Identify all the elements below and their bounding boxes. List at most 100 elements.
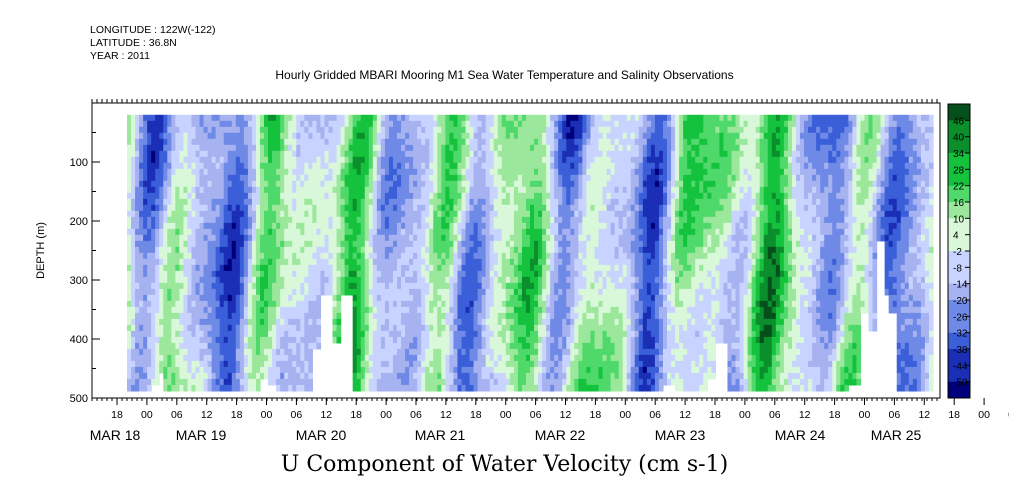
heatmap-cell: [465, 120, 471, 128]
heatmap-cell: [147, 384, 152, 392]
heatmap-cell: [280, 162, 285, 170]
heatmap-cell: [320, 162, 326, 170]
heatmap-cell: [534, 234, 539, 242]
heatmap-cell: [179, 324, 185, 332]
heatmap-cell: [179, 240, 185, 248]
heatmap-cell: [384, 336, 390, 344]
heatmap-cell: [191, 114, 197, 122]
heatmap-cell: [195, 192, 201, 200]
heatmap-cell: [554, 156, 559, 164]
heatmap-cell: [251, 162, 257, 170]
heatmap-cell: [308, 282, 313, 290]
heatmap-cell: [469, 288, 475, 296]
heatmap-cell: [223, 132, 229, 140]
heatmap-cell: [534, 330, 539, 338]
heatmap-cell: [360, 264, 366, 272]
heatmap-cell: [352, 372, 358, 380]
heatmap-cell: [143, 192, 148, 200]
heatmap-cell: [376, 366, 382, 374]
heatmap-cell: [272, 258, 277, 266]
heatmap-cell: [336, 258, 342, 266]
heatmap-cell: [401, 132, 406, 140]
heatmap-cell: [191, 180, 197, 188]
heatmap-cell: [159, 156, 164, 164]
heatmap-cell: [574, 216, 579, 224]
heatmap-cell: [215, 234, 221, 242]
heatmap-cell: [445, 336, 450, 344]
heatmap-cell: [143, 210, 148, 218]
heatmap-cell: [360, 330, 366, 338]
heatmap-cell: [546, 126, 551, 134]
heatmap-cell: [465, 168, 471, 176]
heatmap-cell: [175, 378, 180, 386]
heatmap-cell: [268, 378, 273, 386]
heatmap-cell: [570, 210, 575, 218]
heatmap-cell: [175, 312, 180, 320]
heatmap-cell: [566, 234, 571, 242]
heatmap-cell: [352, 318, 358, 326]
heatmap-cell: [449, 210, 455, 218]
heatmap-cell: [433, 222, 438, 230]
heatmap-cell: [372, 114, 378, 122]
heatmap-cell: [429, 222, 434, 230]
heatmap-cell: [477, 372, 483, 380]
heatmap-cell: [397, 288, 402, 296]
heatmap-cell: [324, 282, 330, 290]
heatmap-cell: [296, 138, 301, 146]
heatmap-cell: [139, 372, 144, 380]
heatmap-cell: [127, 210, 132, 218]
heatmap-cell: [171, 120, 176, 128]
heatmap-cell: [191, 240, 197, 248]
heatmap-cell: [485, 156, 491, 164]
heatmap-cell: [272, 342, 277, 350]
heatmap-cell: [280, 342, 285, 350]
heatmap-cell: [437, 126, 442, 134]
heatmap-cell: [336, 336, 342, 344]
heatmap-cell: [401, 246, 406, 254]
heatmap-cell: [525, 294, 531, 302]
heatmap-cell: [127, 270, 132, 278]
heatmap-cell: [135, 198, 140, 206]
heatmap-cell: [445, 186, 450, 194]
heatmap-cell: [521, 120, 527, 128]
heatmap-cell: [231, 300, 237, 308]
heatmap-cell: [525, 258, 531, 266]
heatmap-cell: [368, 264, 374, 272]
heatmap-cell: [131, 240, 136, 248]
heatmap-cell: [215, 246, 221, 254]
heatmap-cell: [235, 318, 241, 326]
heatmap-cell: [413, 270, 418, 278]
heatmap-cell: [268, 144, 273, 152]
heatmap-cell: [477, 222, 483, 230]
heatmap-cell: [235, 348, 241, 356]
heatmap-cell: [364, 270, 370, 278]
heatmap-cell: [195, 240, 201, 248]
heatmap-cell: [497, 168, 503, 176]
heatmap-cell: [272, 126, 277, 134]
heatmap-cell: [300, 222, 305, 230]
heatmap-cell: [457, 114, 463, 122]
heatmap-cell: [574, 252, 579, 260]
heatmap-cell: [405, 114, 410, 122]
heatmap-cell: [207, 336, 213, 344]
heatmap-cell: [421, 144, 426, 152]
heatmap-cell: [268, 372, 273, 380]
heatmap-cell: [485, 180, 491, 188]
heatmap-cell: [574, 180, 579, 188]
heatmap-cell: [127, 138, 132, 146]
heatmap-cell: [376, 276, 382, 284]
heatmap-cell: [554, 306, 559, 314]
heatmap-cell: [139, 120, 144, 128]
heatmap-cell: [243, 162, 249, 170]
heatmap-cell: [409, 186, 414, 194]
heatmap-cell: [489, 324, 495, 332]
heatmap-cell: [542, 156, 547, 164]
heatmap-cell: [131, 282, 136, 290]
heatmap-cell: [397, 300, 402, 308]
heatmap-cell: [388, 354, 394, 362]
heatmap-cell: [384, 180, 390, 188]
heatmap-cell: [481, 264, 487, 272]
heatmap-cell: [207, 372, 213, 380]
heatmap-cell: [453, 330, 459, 338]
heatmap-cell: [542, 336, 547, 344]
